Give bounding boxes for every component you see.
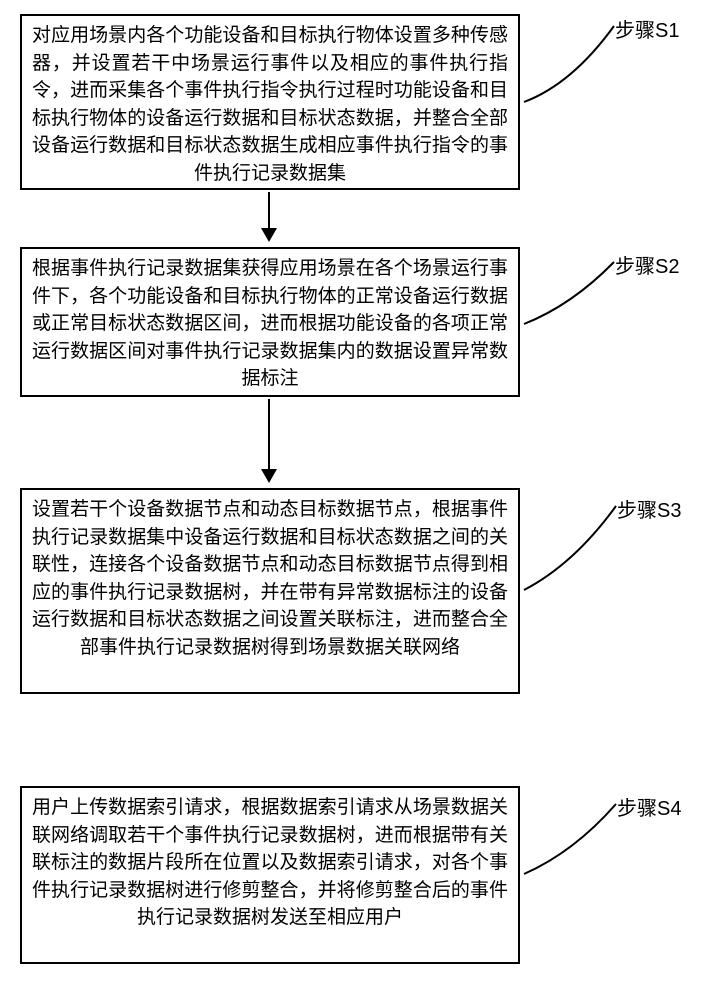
step-text-s3: 设置若干个设备数据节点和动态目标数据节点，根据事件执行记录数据集中设备运行数据和… bbox=[32, 499, 508, 658]
step-text-s4: 用户上传数据索引请求，根据数据索引请求从场景数据关联网络调取若干个事件执行记录数… bbox=[32, 797, 508, 928]
step-label-s3: 步骤S3 bbox=[617, 494, 681, 523]
flowchart-container: 对应用场景内各个功能设备和目标执行物体设置多种传感器，并设置若干中场景运行事件以… bbox=[0, 0, 724, 1000]
step-label-s2: 步骤S2 bbox=[615, 250, 679, 279]
step-box-s3: 设置若干个设备数据节点和动态目标数据节点，根据事件执行记录数据集中设备运行数据和… bbox=[20, 488, 520, 694]
curve-connector-s3 bbox=[522, 494, 618, 592]
curve-connector-s1 bbox=[522, 14, 616, 104]
step-box-s2: 根据事件执行记录数据集获得应用场景在各个场景运行事件下，各个功能设备和目标执行物… bbox=[20, 247, 520, 397]
arrow-s2-s3 bbox=[268, 399, 270, 481]
step-text-s2: 根据事件执行记录数据集获得应用场景在各个场景运行事件下，各个功能设备和目标执行物… bbox=[32, 258, 508, 389]
curve-connector-s2 bbox=[522, 250, 616, 326]
step-text-s1: 对应用场景内各个功能设备和目标执行物体设置多种传感器，并设置若干中场景运行事件以… bbox=[32, 25, 508, 184]
step-label-s1: 步骤S1 bbox=[615, 14, 679, 43]
step-box-s1: 对应用场景内各个功能设备和目标执行物体设置多种传感器，并设置若干中场景运行事件以… bbox=[20, 14, 520, 190]
arrow-s1-s2 bbox=[268, 192, 270, 240]
curve-connector-s4 bbox=[522, 792, 618, 876]
step-label-s4: 步骤S4 bbox=[617, 792, 681, 821]
step-box-s4: 用户上传数据索引请求，根据数据索引请求从场景数据关联网络调取若干个事件执行记录数… bbox=[20, 786, 520, 964]
